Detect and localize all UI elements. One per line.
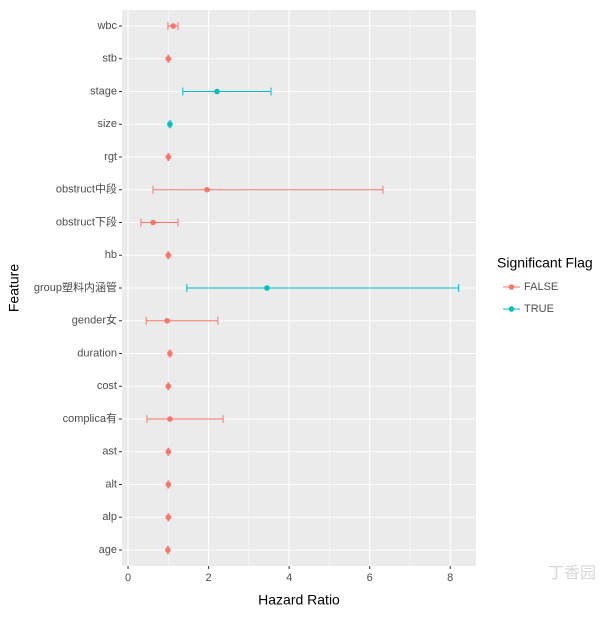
error-bar [186, 284, 460, 292]
x-axis-label: Hazard Ratio [258, 592, 340, 608]
x-tick-label: 0 [125, 572, 131, 584]
y-tick-label: obstruct中段 [56, 182, 117, 196]
point [165, 514, 172, 521]
legend-key [508, 284, 515, 290]
point [170, 23, 176, 29]
point [165, 448, 172, 455]
y-tick-label: size [97, 118, 117, 130]
point [150, 219, 156, 226]
point [204, 186, 210, 193]
y-axis-label: Feature [6, 264, 22, 312]
y-tick-label: complica有 [63, 411, 117, 425]
watermark: 丁香园 [548, 564, 596, 582]
point [167, 416, 173, 422]
point [165, 154, 172, 160]
error-bar [145, 316, 219, 325]
legend-label: TRUE [524, 303, 554, 315]
y-tick-label: rgt [104, 151, 117, 163]
y-tick-label: hb [105, 249, 117, 261]
legend-label: FALSE [524, 281, 558, 293]
error-bar [182, 87, 272, 96]
x-tick-label: 6 [367, 572, 373, 584]
point [165, 383, 172, 390]
error-bar [152, 185, 384, 194]
y-tick-label: duration [77, 347, 117, 359]
point [165, 252, 172, 259]
point [164, 317, 170, 324]
y-tick-label: ast [102, 446, 117, 458]
y-tick-label: wbc [96, 20, 117, 32]
error-bar [146, 415, 224, 423]
x-tick-label: 2 [206, 572, 212, 584]
y-tick-label: obstruct下段 [56, 214, 117, 228]
y-tick-label: cost [97, 380, 117, 392]
point [165, 55, 172, 62]
y-tick-label: age [99, 544, 117, 556]
y-tick-label: stb [102, 53, 117, 65]
point [167, 121, 173, 128]
point [165, 547, 171, 553]
x-tick-label: 8 [447, 572, 453, 584]
error-bar [140, 218, 179, 227]
y-tick-label: alt [105, 478, 117, 490]
point [165, 481, 172, 488]
y-tick-label: gender女 [72, 313, 117, 327]
x-tick-label: 4 [286, 572, 292, 584]
y-tick-label: stage [90, 85, 117, 97]
point [214, 88, 220, 95]
point [264, 285, 270, 291]
legend-key [508, 306, 515, 312]
point [167, 350, 173, 357]
y-tick-label: group塑料内涵管 [34, 280, 117, 294]
legend-title: Significant Flag [497, 255, 593, 271]
y-tick-label: alp [102, 511, 117, 523]
